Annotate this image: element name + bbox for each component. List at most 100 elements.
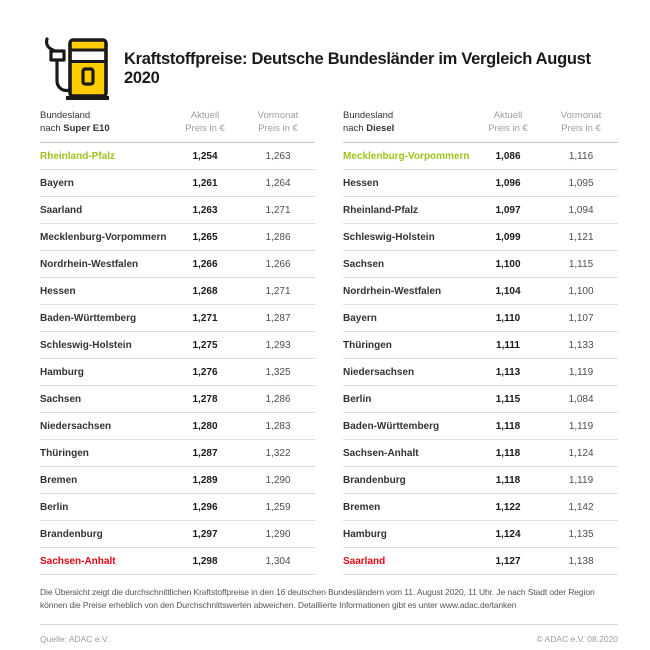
table-row: Niedersachsen 1,113 1,119 bbox=[343, 359, 618, 386]
previous-price: 1,119 bbox=[568, 420, 594, 432]
table-row: Niedersachsen 1,280 1,283 bbox=[40, 413, 315, 440]
table-row: Schleswig-Holstein 1,099 1,121 bbox=[343, 224, 618, 251]
previous-price: 1,322 bbox=[265, 447, 291, 459]
previous-price: 1,259 bbox=[265, 501, 291, 513]
previous-price: 1,124 bbox=[568, 447, 594, 459]
current-price: 1,127 bbox=[495, 555, 521, 567]
current-price: 1,097 bbox=[495, 204, 521, 216]
previous-price: 1,094 bbox=[568, 204, 594, 216]
current-price: 1,297 bbox=[192, 528, 218, 540]
copyright-text: © ADAC e.V. 08.2020 bbox=[536, 634, 618, 645]
current-label: Aktuell bbox=[493, 110, 523, 122]
previous-price: 1,084 bbox=[568, 393, 594, 405]
table-row: Saarland 1,263 1,271 bbox=[40, 197, 315, 224]
table-row: Brandenburg 1,297 1,290 bbox=[40, 521, 315, 548]
table-row: Hamburg 1,124 1,135 bbox=[343, 521, 618, 548]
fuel-pump-icon bbox=[40, 36, 110, 102]
previous-price: 1,138 bbox=[568, 555, 594, 567]
current-price: 1,265 bbox=[192, 231, 218, 243]
column-header-region-prefix: nach bbox=[40, 123, 61, 135]
column-header-region-prefix: nach bbox=[343, 123, 364, 135]
current-price: 1,289 bbox=[192, 474, 218, 486]
state-name: Niedersachsen bbox=[343, 366, 415, 378]
state-name: Brandenburg bbox=[40, 528, 103, 540]
current-price: 1,298 bbox=[192, 555, 218, 567]
current-unit: Preis in € bbox=[185, 123, 225, 135]
state-name: Nordrhein-Westfalen bbox=[40, 258, 139, 270]
previous-price: 1,121 bbox=[568, 231, 594, 243]
table-row: Baden-Württemberg 1,118 1,119 bbox=[343, 413, 618, 440]
previous-price: 1,286 bbox=[265, 231, 291, 243]
previous-unit: Preis in € bbox=[258, 123, 298, 135]
table-header-diesel: Bundesland nach Diesel Aktuell Preis in … bbox=[343, 106, 618, 143]
current-price: 1,100 bbox=[495, 258, 521, 270]
previous-price: 1,142 bbox=[568, 501, 594, 513]
previous-price: 1,115 bbox=[568, 258, 594, 270]
previous-label: Vormonat bbox=[560, 110, 602, 122]
state-name: Bayern bbox=[343, 312, 377, 324]
state-name: Hessen bbox=[343, 177, 379, 189]
previous-price: 1,119 bbox=[568, 474, 594, 486]
state-name: Schleswig-Holstein bbox=[343, 231, 435, 243]
previous-price: 1,304 bbox=[265, 555, 291, 567]
table-body-super-e10: Rheinland-Pfalz 1,254 1,263 Bayern 1,261… bbox=[40, 143, 315, 575]
table-row: Sachsen-Anhalt 1,298 1,304 bbox=[40, 548, 315, 575]
fuel-name-super-e10: Super E10 bbox=[63, 123, 110, 135]
table-row: Nordrhein-Westfalen 1,266 1,266 bbox=[40, 251, 315, 278]
price-tables: Bundesland nach Super E10 Aktuell Preis … bbox=[40, 106, 618, 575]
state-name: Baden-Württemberg bbox=[40, 312, 137, 324]
current-price: 1,280 bbox=[192, 420, 218, 432]
previous-price: 1,290 bbox=[265, 528, 291, 540]
current-price: 1,276 bbox=[192, 366, 218, 378]
table-diesel: Bundesland nach Diesel Aktuell Preis in … bbox=[343, 106, 618, 575]
current-price: 1,254 bbox=[192, 150, 218, 162]
state-name: Schleswig-Holstein bbox=[40, 339, 132, 351]
state-name: Rheinland-Pfalz bbox=[40, 150, 116, 162]
current-price: 1,287 bbox=[192, 447, 218, 459]
previous-price: 1,116 bbox=[568, 150, 594, 162]
column-header-region: Bundesland nach Diesel bbox=[343, 110, 472, 136]
state-name: Hamburg bbox=[40, 366, 84, 378]
table-row: Berlin 1,296 1,259 bbox=[40, 494, 315, 521]
previous-price: 1,286 bbox=[265, 393, 291, 405]
column-header-current: Aktuell Preis in € bbox=[169, 110, 241, 136]
state-name: Hamburg bbox=[343, 528, 387, 540]
column-header-previous: Vormonat Preis in € bbox=[241, 110, 315, 136]
table-body-diesel: Mecklenburg-Vorpommern 1,086 1,116 Hesse… bbox=[343, 143, 618, 575]
current-price: 1,115 bbox=[495, 393, 521, 405]
current-price: 1,111 bbox=[496, 339, 520, 351]
footer: Quelle: ADAC e.V. © ADAC e.V. 08.2020 bbox=[40, 625, 618, 644]
current-price: 1,271 bbox=[192, 312, 218, 324]
current-price: 1,278 bbox=[192, 393, 218, 405]
table-row: Sachsen 1,278 1,286 bbox=[40, 386, 315, 413]
state-name: Sachsen-Anhalt bbox=[40, 555, 116, 567]
state-name: Bayern bbox=[40, 177, 74, 189]
current-price: 1,261 bbox=[192, 177, 218, 189]
state-name: Mecklenburg-Vorpommern bbox=[343, 150, 470, 162]
current-price: 1,118 bbox=[495, 474, 521, 486]
current-price: 1,263 bbox=[192, 204, 218, 216]
table-row: Mecklenburg-Vorpommern 1,265 1,286 bbox=[40, 224, 315, 251]
previous-price: 1,095 bbox=[568, 177, 594, 189]
column-header-region-line1: Bundesland bbox=[40, 110, 91, 122]
state-name: Baden-Württemberg bbox=[343, 420, 440, 432]
source-text: Quelle: ADAC e.V. bbox=[40, 634, 110, 645]
table-row: Rheinland-Pfalz 1,254 1,263 bbox=[40, 143, 315, 170]
state-name: Niedersachsen bbox=[40, 420, 112, 432]
table-row: Bremen 1,122 1,142 bbox=[343, 494, 618, 521]
table-row: Bayern 1,110 1,107 bbox=[343, 305, 618, 332]
table-super-e10: Bundesland nach Super E10 Aktuell Preis … bbox=[40, 106, 315, 575]
current-price: 1,266 bbox=[192, 258, 218, 270]
state-name: Berlin bbox=[40, 501, 69, 513]
table-row: Berlin 1,115 1,084 bbox=[343, 386, 618, 413]
header: Kraftstoffpreise: Deutsche Bundesländer … bbox=[40, 36, 618, 102]
table-row: Hamburg 1,276 1,325 bbox=[40, 359, 315, 386]
state-name: Saarland bbox=[40, 204, 83, 216]
previous-price: 1,107 bbox=[568, 312, 594, 324]
state-name: Brandenburg bbox=[343, 474, 406, 486]
previous-price: 1,290 bbox=[265, 474, 291, 486]
previous-price: 1,271 bbox=[265, 285, 291, 297]
table-row: Hessen 1,268 1,271 bbox=[40, 278, 315, 305]
previous-unit: Preis in € bbox=[561, 123, 601, 135]
